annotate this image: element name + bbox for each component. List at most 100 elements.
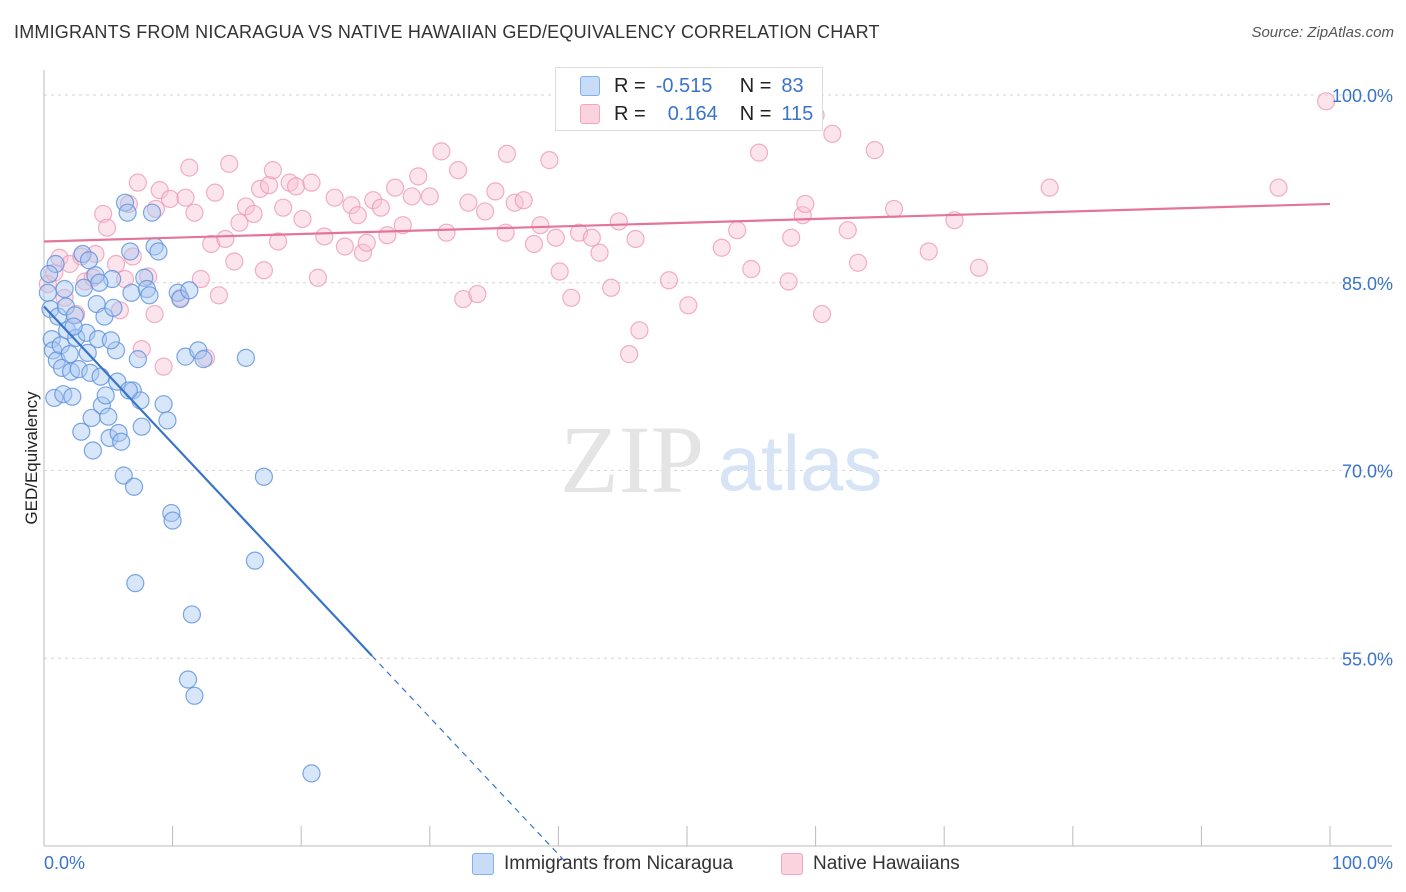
data-point-nicaragua	[158, 411, 177, 430]
data-point-native-hawaiians	[132, 340, 151, 359]
data-point-native-hawaiians	[160, 189, 180, 209]
data-point-native-hawaiians	[154, 357, 173, 376]
data-point-nicaragua	[69, 360, 88, 379]
legend-row-nicaragua: R = -0.515 N = 83	[580, 72, 804, 100]
data-point-native-hawaiians	[180, 158, 199, 177]
data-point-native-hawaiians	[590, 243, 609, 262]
data-point-native-hawaiians	[263, 161, 283, 180]
data-point-native-hawaiians	[848, 253, 868, 272]
data-point-nicaragua	[122, 283, 141, 302]
r-label: R =	[614, 102, 646, 125]
legend-swatch-pink	[781, 853, 803, 875]
data-point-nicaragua	[185, 686, 204, 705]
data-point-native-hawaiians	[420, 187, 439, 206]
data-point-nicaragua	[254, 467, 274, 486]
data-point-native-hawaiians	[378, 226, 397, 245]
data-point-native-hawaiians	[348, 206, 367, 225]
data-point-native-hawaiians	[779, 272, 798, 291]
data-point-native-hawaiians	[244, 204, 263, 224]
data-point-native-hawaiians	[796, 194, 815, 214]
data-point-native-hawaiians	[106, 254, 126, 274]
data-point-native-hawaiians	[437, 223, 456, 242]
data-point-native-hawaiians	[128, 173, 147, 192]
data-point-nicaragua	[154, 395, 173, 414]
data-point-nicaragua	[121, 242, 140, 261]
data-point-native-hawaiians	[325, 188, 344, 207]
watermark-atlas: atlas	[718, 419, 883, 507]
legend-swatch-blue	[472, 853, 494, 875]
data-point-nicaragua	[236, 348, 256, 367]
data-point-native-hawaiians	[432, 142, 451, 161]
data-point-native-hawaiians	[712, 238, 731, 257]
data-point-native-hawaiians	[268, 232, 288, 251]
data-point-nicaragua	[92, 396, 111, 415]
data-point-native-hawaiians	[364, 191, 383, 210]
data-point-native-hawaiians	[919, 242, 938, 261]
x-tick-label: 0.0%	[44, 853, 85, 873]
data-point-native-hawaiians	[191, 269, 210, 289]
y-tick-label: 100.0%	[1332, 86, 1393, 106]
data-point-native-hawaiians	[254, 261, 274, 280]
data-point-native-hawaiians	[185, 203, 204, 222]
data-point-native-hawaiians	[838, 221, 857, 240]
data-point-native-hawaiians	[385, 178, 405, 197]
data-point-nicaragua	[83, 441, 102, 460]
data-point-nicaragua	[128, 350, 147, 369]
data-point-native-hawaiians	[176, 188, 195, 207]
data-point-native-hawaiians	[659, 271, 679, 290]
trend-line-native-hawaiians	[43, 202, 1331, 243]
data-point-native-hawaiians	[205, 183, 225, 202]
data-point-nicaragua	[64, 317, 83, 336]
data-point-native-hawaiians	[546, 228, 565, 247]
data-point-nicaragua	[189, 341, 208, 360]
watermark: ZIP atlas	[560, 406, 882, 513]
data-point-nicaragua	[149, 242, 168, 261]
data-point-nicaragua	[112, 432, 131, 451]
legend-row-hawaiians: R = 0.164 N = 115	[580, 100, 813, 128]
data-point-native-hawaiians	[293, 209, 312, 229]
data-point-native-hawaiians	[402, 187, 421, 206]
x-tick-label: 100.0%	[1332, 853, 1393, 873]
data-point-native-hawaiians	[145, 304, 164, 324]
data-point-nicaragua	[60, 345, 79, 364]
trend-line-nicaragua	[43, 305, 373, 657]
data-point-native-hawaiians	[884, 199, 904, 219]
data-point-nicaragua	[91, 367, 110, 386]
data-point-nicaragua	[140, 286, 159, 305]
legend-label: Native Hawaiians	[813, 853, 960, 874]
data-point-nicaragua	[132, 417, 151, 436]
data-point-native-hawaiians	[679, 296, 698, 315]
data-point-native-hawaiians	[225, 252, 244, 271]
data-point-native-hawaiians	[409, 167, 428, 186]
r-value: 0.164	[667, 102, 718, 125]
data-point-nicaragua	[81, 363, 100, 382]
data-point-native-hawaiians	[302, 173, 321, 192]
data-point-native-hawaiians	[459, 193, 478, 212]
data-point-native-hawaiians	[602, 278, 621, 297]
data-point-native-hawaiians	[742, 259, 761, 279]
data-point-native-hawaiians	[582, 228, 601, 247]
data-point-native-hawaiians	[475, 202, 495, 221]
data-point-native-hawaiians	[486, 182, 505, 201]
axes	[43, 70, 1392, 847]
data-point-native-hawaiians	[97, 218, 117, 237]
watermark-zip: ZIP	[560, 406, 704, 513]
data-point-native-hawaiians	[393, 216, 412, 235]
data-point-native-hawaiians	[286, 177, 306, 196]
n-label: N =	[739, 74, 772, 97]
data-point-native-hawaiians	[620, 345, 639, 364]
y-tick-label: 70.0%	[1342, 462, 1393, 482]
data-point-native-hawaiians	[823, 124, 842, 143]
data-point-nicaragua	[194, 350, 213, 369]
trend-lines	[43, 202, 1331, 862]
chart-title: IMMIGRANTS FROM NICARAGUA VS NATIVE HAWA…	[14, 22, 880, 42]
legend-swatch-blue	[580, 76, 600, 96]
data-point-native-hawaiians	[524, 234, 544, 254]
y-axis-title: GED/Equivalency	[22, 391, 41, 525]
data-point-native-hawaiians	[220, 154, 239, 173]
data-point-nicaragua	[99, 407, 118, 426]
series-immigrants-from-nicaragua	[38, 193, 321, 783]
data-point-nicaragua	[135, 268, 154, 287]
gridlines	[44, 94, 1392, 659]
